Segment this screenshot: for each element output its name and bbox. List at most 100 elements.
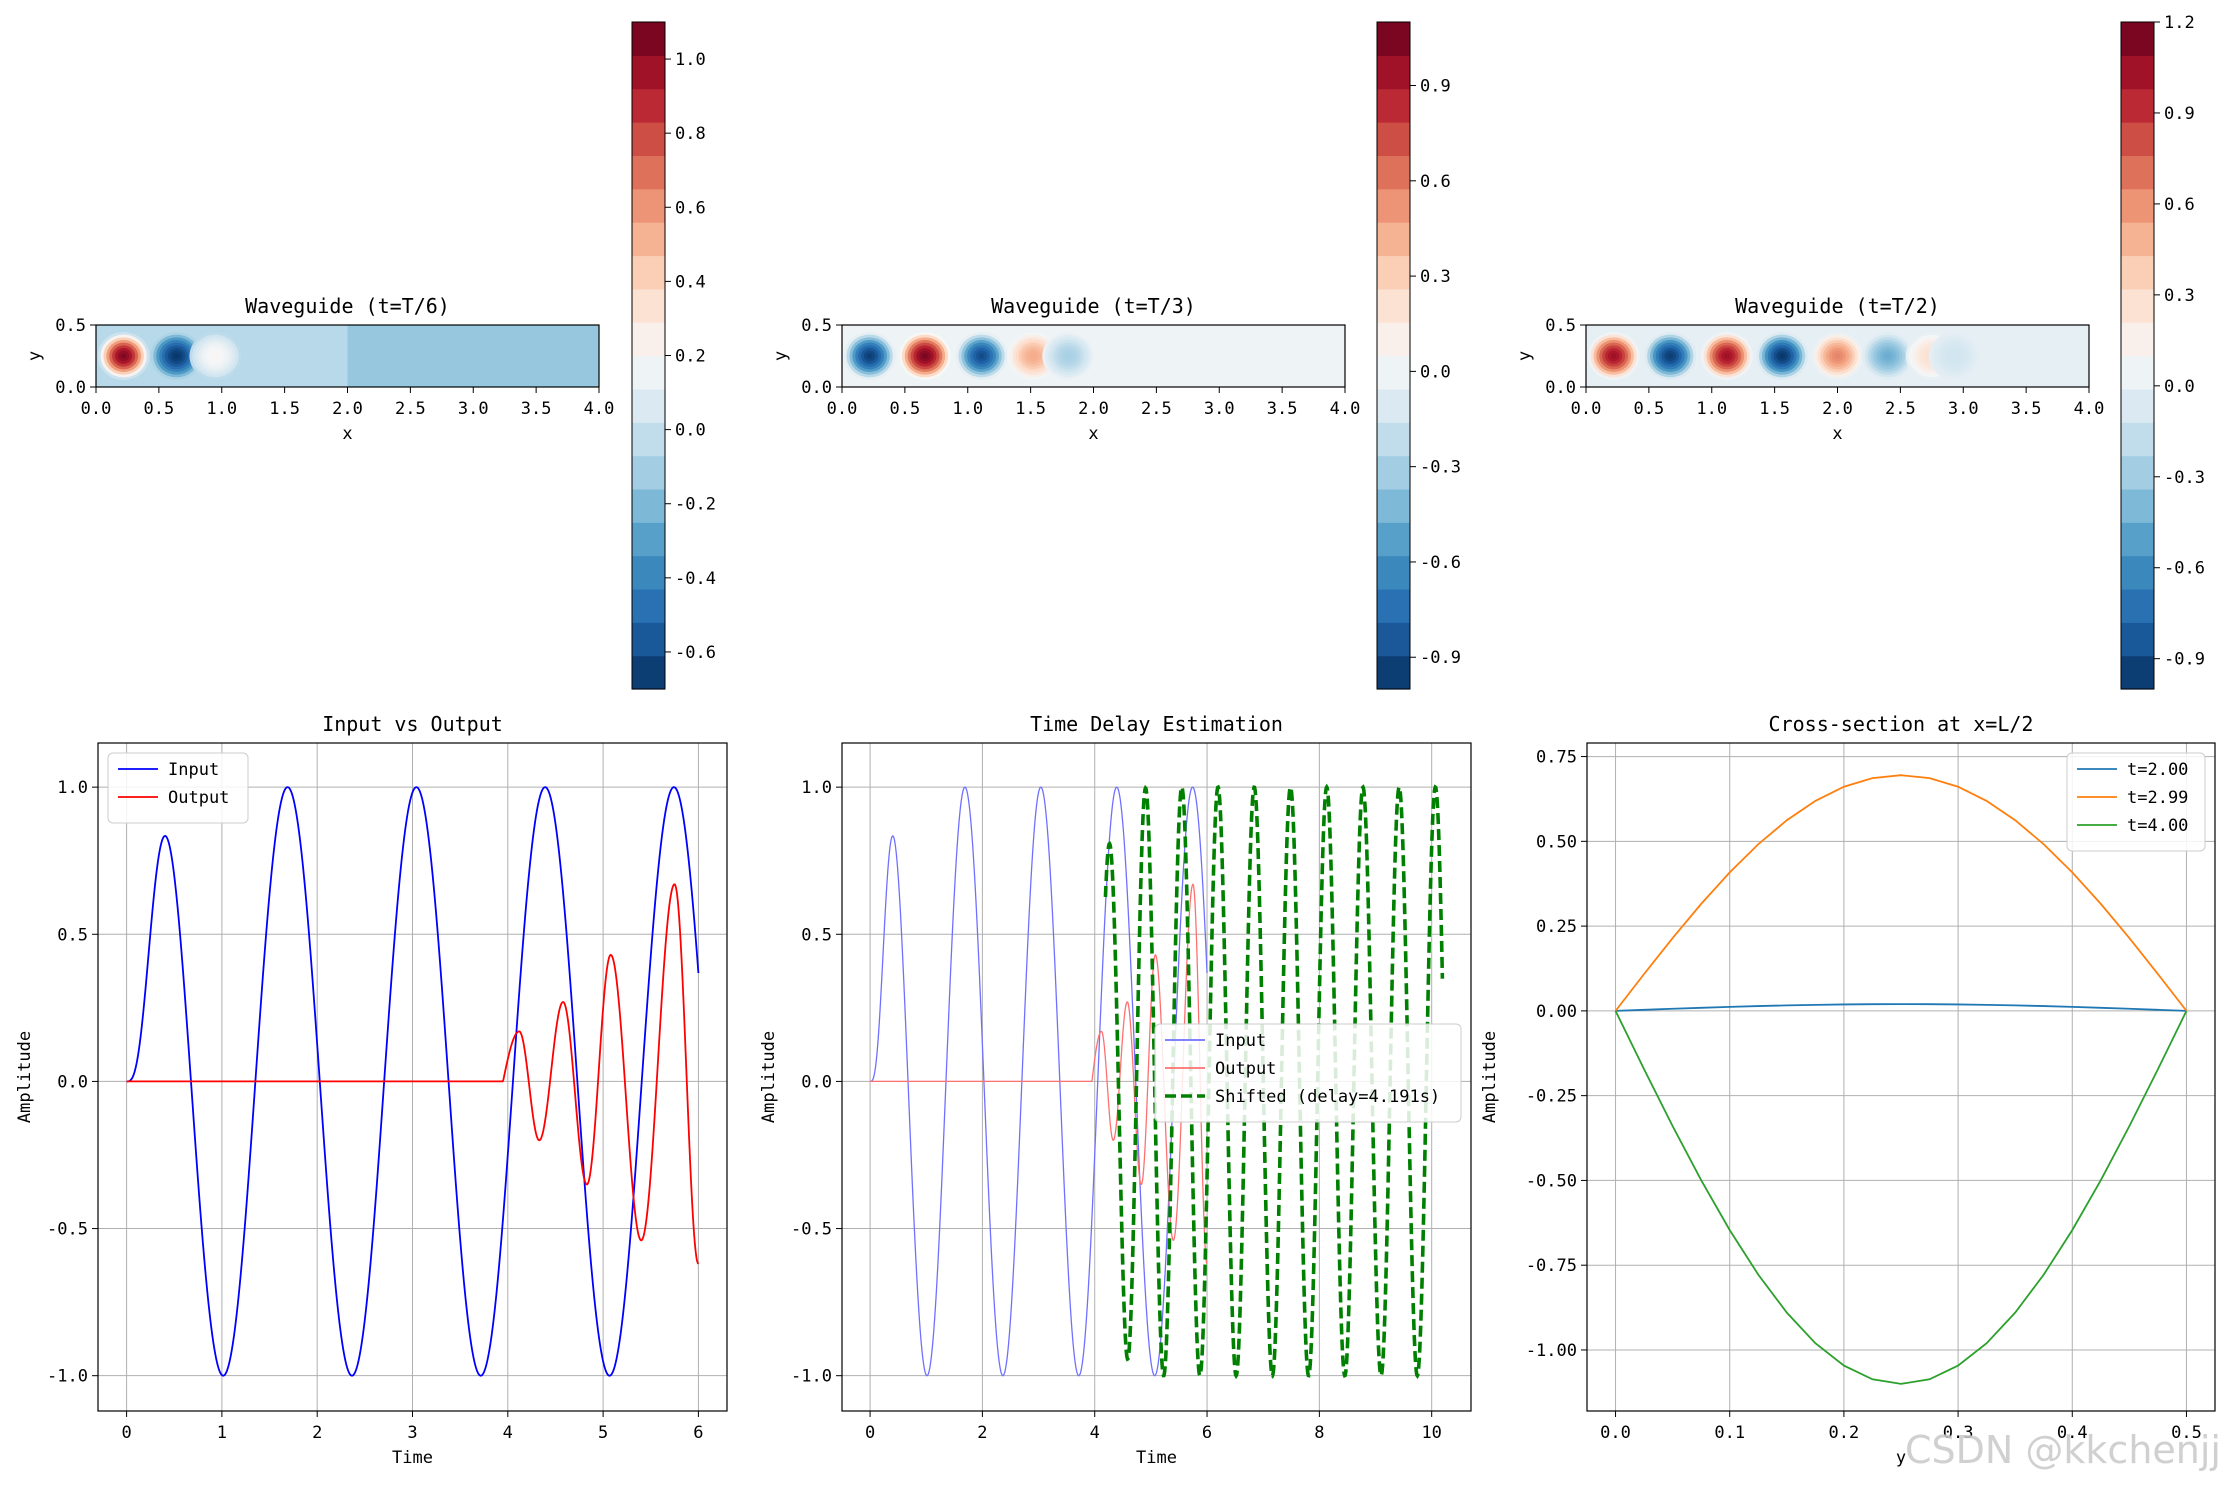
colorbar-band xyxy=(2121,22,2154,56)
legend-entry: Output xyxy=(1215,1059,1276,1079)
colorbar-tick-label: -0.9 xyxy=(1420,648,1461,668)
series-line-output xyxy=(126,883,700,1265)
colorbar-band xyxy=(632,88,665,123)
x-tick-label: 0.5 xyxy=(2171,1423,2202,1443)
y-tick-label: 0.0 xyxy=(55,378,86,398)
contour-level xyxy=(1030,353,1037,359)
legend-entry: Output xyxy=(168,788,229,808)
colorbar-tick-label: 0.3 xyxy=(1420,267,1451,287)
x-tick-label: 4.0 xyxy=(1330,399,1361,419)
colorbar-band xyxy=(632,188,665,223)
colorbar-band xyxy=(2121,155,2154,190)
x-axis-label: x xyxy=(1088,424,1098,444)
contour-level xyxy=(1610,353,1617,359)
colorbar-tick-label: -0.6 xyxy=(2164,559,2205,579)
x-tick-label: 1 xyxy=(217,1423,227,1443)
y-tick-label: -0.5 xyxy=(47,1220,88,1240)
colorbar-band xyxy=(632,322,665,357)
x-tick-label: 10 xyxy=(1421,1423,1441,1443)
x-tick-label: 1.0 xyxy=(952,399,983,419)
colorbar-band xyxy=(632,488,665,523)
x-tick-label: 3.5 xyxy=(521,399,552,419)
colorbar-tick-label: -0.2 xyxy=(675,495,716,515)
field-peak-negative xyxy=(1756,332,1809,380)
x-axis-label: x xyxy=(342,424,352,444)
y-tick-label: 0.5 xyxy=(801,925,832,945)
series-line-t-4-00 xyxy=(1614,1010,2188,1385)
colorbar-band xyxy=(2121,555,2154,590)
colorbar-band xyxy=(632,555,665,590)
x-tick-label: 2.0 xyxy=(332,399,363,419)
colorbar: -0.9 -0.6 -0.3 0.0 0.3 0.6 0.9 xyxy=(1376,21,1461,690)
x-tick-label: 0.0 xyxy=(1571,399,1602,419)
colorbar-band xyxy=(632,422,665,457)
colorbar-band xyxy=(2121,322,2154,357)
x-tick-label: 2.5 xyxy=(395,399,426,419)
contour-level xyxy=(866,353,873,359)
colorbar-band xyxy=(2121,622,2154,657)
y-axis-label: y xyxy=(25,351,45,361)
legend: t=2.00 t=2.99 t=4.00 xyxy=(2066,752,2206,852)
colorbar-band xyxy=(1377,22,1410,56)
line-panel-cross-section: 0.0 0.1 0.2 0.3 0.4 0.5 -1.00 -0.75 -0.50 -0.25 0.… xyxy=(1480,712,2216,1468)
contour-level xyxy=(173,353,180,359)
y-tick-label: 0.0 xyxy=(801,1072,832,1092)
y-tick-label: -0.50 xyxy=(1526,1171,1577,1191)
colorbar-tick-label: -0.6 xyxy=(675,643,716,663)
colorbar-band xyxy=(632,155,665,190)
legend-entry: t=2.99 xyxy=(2127,788,2188,808)
x-tick-label: 3.0 xyxy=(1204,399,1235,419)
series-line-input xyxy=(126,786,700,1377)
colorbar-band xyxy=(1377,222,1410,257)
colorbar-tick-label: 0.6 xyxy=(2164,195,2195,215)
x-tick-label: 0.0 xyxy=(81,399,112,419)
field-peak-negative xyxy=(1861,332,1914,380)
colorbar-band xyxy=(2121,255,2154,290)
colorbar-band xyxy=(2121,422,2154,457)
colorbar-tick-label: 1.2 xyxy=(2164,13,2195,33)
x-tick-label: 0 xyxy=(865,1423,875,1443)
colorbar-band xyxy=(632,355,665,390)
x-tick-label: 0.0 xyxy=(827,399,858,419)
contour-level xyxy=(1723,353,1730,359)
colorbar-band xyxy=(2121,55,2154,90)
legend: Input Output xyxy=(107,752,249,824)
y-axis-label: Amplitude xyxy=(759,1031,779,1123)
x-tick-label: 3.5 xyxy=(2011,399,2042,419)
y-tick-label: 0.5 xyxy=(57,925,88,945)
x-tick-label: 6 xyxy=(693,1423,703,1443)
x-tick-label: 3.0 xyxy=(1948,399,1979,419)
colorbar-band xyxy=(1377,188,1410,223)
series-line-t-2-00 xyxy=(1615,1003,2187,1012)
legend-entry: t=2.00 xyxy=(2127,760,2188,780)
field-peak-negative xyxy=(843,332,896,380)
colorbar-band xyxy=(2121,222,2154,257)
colorbar-tick-label: -0.3 xyxy=(2164,468,2205,488)
x-tick-label: 6 xyxy=(1202,1423,1212,1443)
colorbar-band xyxy=(1377,522,1410,557)
colorbar-band xyxy=(2121,88,2154,123)
heatmap-panel-t-T2: Waveguide (t=T/2) x y 0.0 0.5 1.0 1.5 2.0 2.5 3.0… xyxy=(1515,13,2205,690)
x-axis-label: x xyxy=(1832,424,1842,444)
x-tick-label: 2.5 xyxy=(1141,399,1172,419)
series-line-shifted-delay-4-191s- xyxy=(1103,783,1445,1380)
colorbar-tick-label: 0.0 xyxy=(2164,377,2195,397)
legend-entry: Input xyxy=(168,760,219,780)
field-peak-positive xyxy=(1587,332,1640,380)
contour-level xyxy=(1834,353,1841,359)
x-tick-label: 2.5 xyxy=(1885,399,1916,419)
y-tick-label: 0.5 xyxy=(55,316,86,336)
legend-entry: Input xyxy=(1215,1031,1266,1051)
colorbar-tick-label: 0.0 xyxy=(675,421,706,441)
legend-box xyxy=(2066,752,2206,852)
colorbar-band xyxy=(632,522,665,557)
x-tick-label: 2.0 xyxy=(1078,399,1109,419)
y-tick-label: -1.0 xyxy=(791,1367,832,1387)
colorbar-band xyxy=(1377,255,1410,290)
contour-level xyxy=(120,353,127,359)
y-tick-label: 0.25 xyxy=(1536,917,1577,937)
colorbar: -0.6 -0.4 -0.2 0.0 0.2 0.4 0.6 0.8 1.0 xyxy=(631,21,716,690)
y-tick-label: 0.5 xyxy=(801,316,832,336)
x-tick-label: 2 xyxy=(312,1423,322,1443)
